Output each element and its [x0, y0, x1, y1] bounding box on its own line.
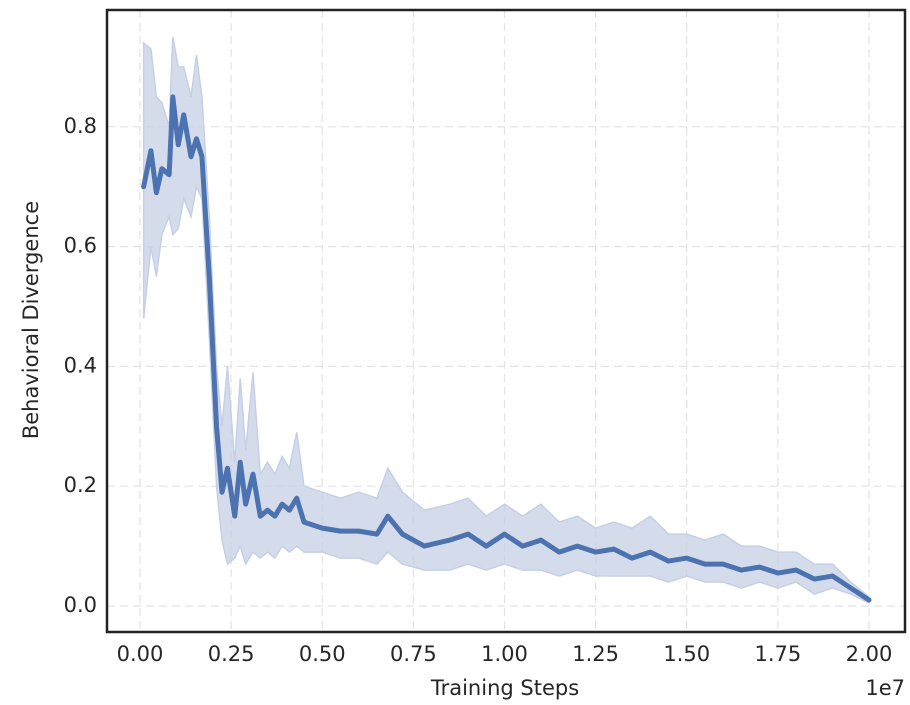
y-axis-label: Behavioral Divergence	[19, 201, 43, 439]
x-tick-label: 0.75	[390, 642, 437, 666]
y-tick-label: 0.8	[64, 114, 97, 138]
line	[141, 94, 872, 603]
x-axis-label: Training Steps	[430, 676, 579, 700]
x-tick-label: 0.50	[299, 642, 346, 666]
y-tick-label: 0.0	[64, 593, 97, 617]
x-offset-label: 1e7	[865, 676, 905, 700]
x-tick-label: 1.75	[754, 642, 801, 666]
y-tick-label: 0.4	[64, 353, 97, 377]
y-tick-label: 0.2	[64, 473, 97, 497]
confidence-band	[142, 36, 870, 605]
x-tick-label: 0.25	[208, 642, 255, 666]
x-tick-label: 0.00	[117, 642, 164, 666]
x-tick-label: 2.00	[846, 642, 893, 666]
x-tick-label: 1.25	[572, 642, 619, 666]
x-tick-label: 1.50	[663, 642, 710, 666]
x-tick-label: 1.00	[481, 642, 528, 666]
plot-frame	[105, 8, 907, 634]
y-tick-label: 0.6	[64, 234, 97, 258]
